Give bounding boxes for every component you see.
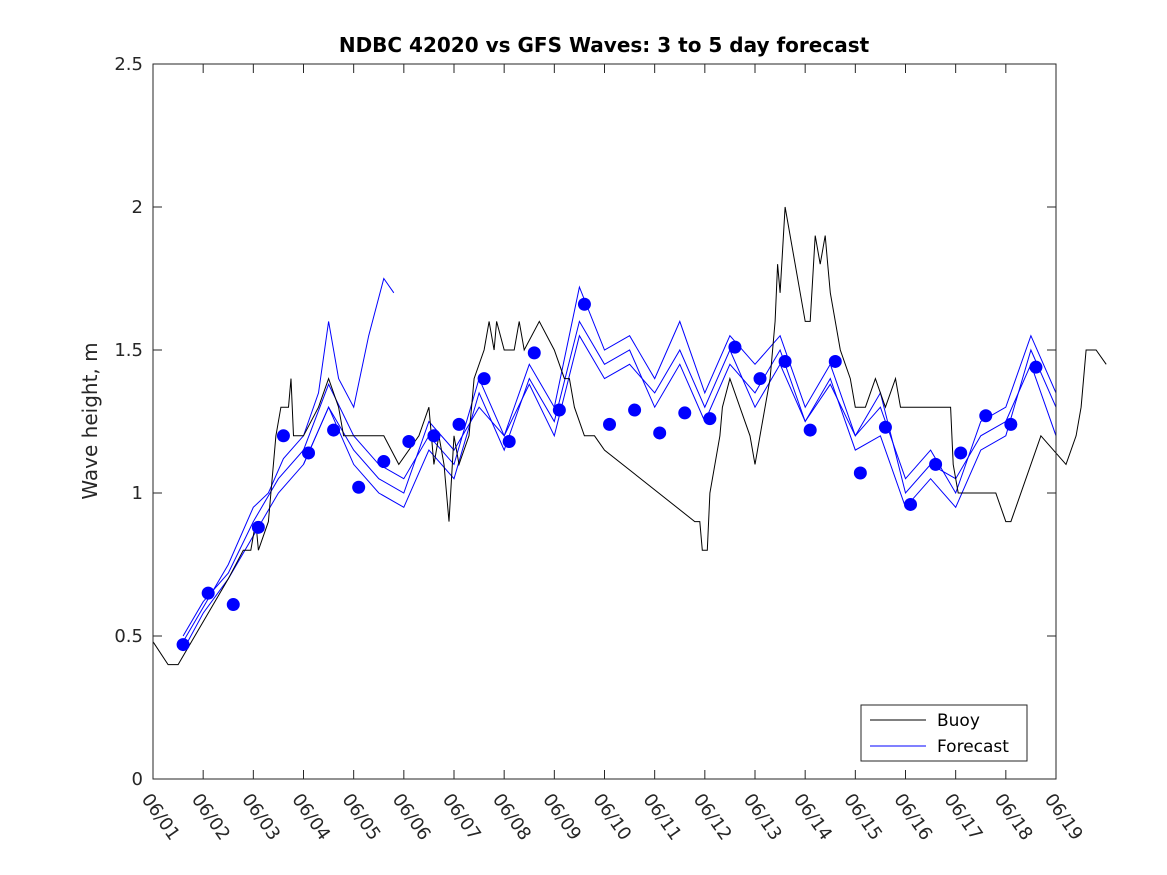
forecast-point — [577, 297, 591, 311]
x-tick-label: 06/09 — [538, 790, 585, 845]
buoy-line — [152, 206, 1107, 666]
forecast-point — [753, 372, 767, 386]
legend-label-forecast: Forecast — [937, 737, 1009, 757]
legend-label-buoy: Buoy — [937, 711, 980, 731]
forecast-point — [352, 480, 366, 494]
x-tick-label: 06/04 — [287, 790, 334, 845]
forecast-point — [226, 598, 240, 612]
x-tick-label: 06/02 — [187, 790, 234, 845]
x-tick-label: 06/18 — [990, 790, 1037, 845]
chart-title: NDBC 42020 vs GFS Waves: 3 to 5 day fore… — [339, 33, 870, 57]
x-tick-label: 06/15 — [839, 790, 886, 845]
forecast-point — [176, 638, 190, 652]
plot-area — [152, 206, 1107, 666]
x-tick-label: 06/01 — [137, 790, 184, 845]
x-tick-label: 06/07 — [438, 790, 485, 845]
forecast-point — [778, 354, 792, 368]
forecast-point — [377, 455, 391, 469]
forecast-point — [703, 412, 717, 426]
forecast-point — [527, 346, 541, 360]
x-tick-label: 06/13 — [739, 790, 786, 845]
x-tick-label: 06/12 — [689, 790, 736, 845]
forecast-point — [327, 423, 341, 437]
forecast-point — [678, 406, 692, 420]
y-tick-label: 0 — [132, 769, 143, 790]
forecast-point — [653, 426, 667, 440]
x-tick-label: 06/03 — [237, 790, 284, 845]
forecast-point — [628, 403, 642, 417]
forecast-point — [728, 340, 742, 354]
x-tick-label: 06/10 — [588, 790, 635, 845]
legend-box — [860, 704, 1028, 762]
x-tick-label: 06/17 — [940, 790, 987, 845]
legend: Buoy Forecast — [860, 704, 1028, 762]
x-tick-label: 06/05 — [338, 790, 385, 845]
forecast-point — [402, 435, 416, 449]
x-tick-label: 06/16 — [889, 790, 936, 845]
forecast-point — [853, 466, 867, 480]
forecast-point — [552, 403, 566, 417]
forecast-point — [1004, 417, 1018, 431]
forecast-trace-line — [182, 277, 395, 642]
forecast-trace-line — [182, 285, 1057, 637]
forecast-point — [828, 354, 842, 368]
forecast-point — [1029, 360, 1043, 374]
y-tick-label: 1.5 — [114, 340, 143, 361]
forecast-point — [427, 429, 441, 443]
x-tick-label: 06/06 — [388, 790, 435, 845]
forecast-point — [251, 520, 265, 534]
x-tick-label: 06/11 — [639, 790, 686, 845]
x-tick-label: 06/08 — [488, 790, 535, 845]
x-tick-label: 06/14 — [789, 790, 836, 845]
x-tick-label: 06/19 — [1040, 790, 1087, 845]
y-axis-label: Wave height, m — [78, 342, 102, 499]
y-tick-label: 1 — [132, 483, 143, 504]
forecast-point — [302, 446, 316, 460]
forecast-point — [477, 372, 491, 386]
forecast-point — [276, 429, 290, 443]
forecast-point — [929, 457, 943, 471]
forecast-point — [502, 435, 516, 449]
y-tick-label: 0.5 — [114, 626, 143, 647]
forecast-point — [201, 586, 215, 600]
forecast-point — [904, 497, 918, 511]
forecast-point — [878, 420, 892, 434]
forecast-point — [803, 423, 817, 437]
forecast-point — [979, 409, 993, 423]
forecast-point — [452, 417, 466, 431]
forecast-point — [603, 417, 617, 431]
y-tick-label: 2.5 — [114, 54, 143, 75]
forecast-point — [954, 446, 968, 460]
y-tick-label: 2 — [132, 197, 143, 218]
